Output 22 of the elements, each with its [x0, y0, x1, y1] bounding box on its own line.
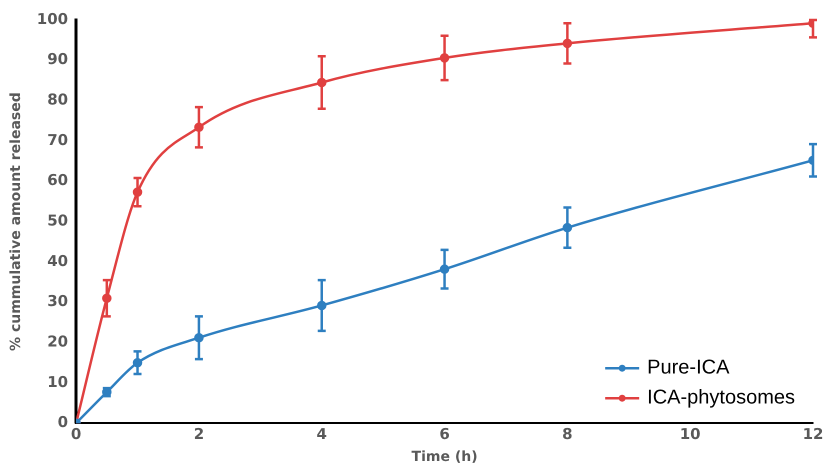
legend-label: Pure-ICA	[647, 356, 730, 379]
y-tick-label: 10	[47, 372, 68, 391]
x-tick-label: 2	[194, 425, 204, 444]
legend-label: ICA-phytosomes	[647, 386, 796, 409]
y-axis-title: % cummulative amount released	[8, 92, 24, 351]
y-tick-label: 30	[47, 292, 68, 310]
x-tick-label: 0	[70, 425, 82, 444]
x-tick-label: 4	[316, 425, 327, 444]
y-tick-label: 60	[47, 171, 68, 190]
x-tick-label: 10	[680, 425, 701, 444]
y-tick-label: 100	[36, 10, 68, 28]
y-tick-label: 0	[58, 413, 68, 432]
y-tick-label: 40	[47, 252, 68, 270]
y-tick-label: 50	[47, 211, 68, 230]
y-tick-label: 80	[47, 90, 68, 109]
x-tick-label: 12	[802, 425, 824, 444]
y-tick-label: 90	[47, 50, 68, 68]
x-axis-title: Time (h)	[412, 449, 478, 466]
x-tick-label: 6	[439, 425, 450, 444]
x-tick-label: 8	[562, 425, 573, 444]
y-tick-label: 20	[47, 332, 68, 350]
y-tick-label: 70	[47, 130, 68, 149]
